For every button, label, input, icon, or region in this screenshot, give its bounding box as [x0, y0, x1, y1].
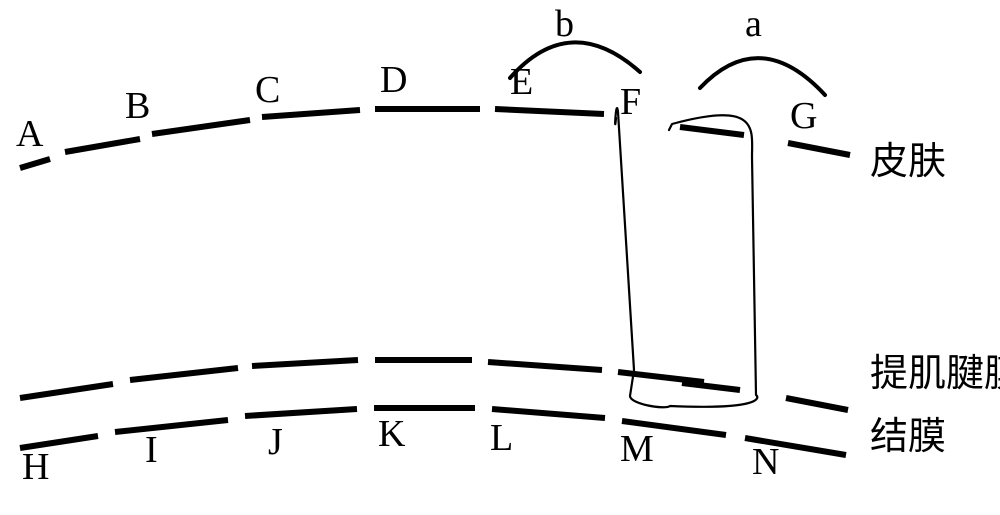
point-label-g: G	[790, 94, 817, 138]
layer-label-skin: 皮肤	[870, 130, 946, 185]
layer-segment-skin	[680, 127, 744, 135]
point-label-i: I	[145, 428, 158, 472]
point-label-j: J	[268, 420, 283, 464]
layer-segment-skin	[152, 120, 250, 134]
layer-segment-levator	[488, 362, 602, 370]
point-label-a: A	[16, 112, 43, 156]
layer-segment-skin	[495, 109, 604, 114]
arc-a	[700, 58, 825, 95]
layer-segment-levator	[252, 360, 358, 366]
layer-segment-skin	[65, 139, 140, 152]
arc-a-label: a	[745, 2, 762, 46]
layer-segment-skin	[788, 143, 850, 155]
layer-segment-skin	[20, 159, 50, 168]
layer-label-levator: 提肌腱膜	[870, 342, 1000, 397]
layer-segment-conjunctiva	[245, 409, 357, 416]
layer-segment-conjunctiva	[115, 420, 228, 432]
layer-segment-levator	[618, 372, 704, 382]
layer-segment-levator	[20, 384, 113, 398]
point-label-h: H	[22, 445, 49, 489]
point-label-d: D	[380, 58, 407, 102]
point-label-c: C	[255, 68, 280, 112]
point-label-m: M	[620, 427, 654, 471]
point-label-b: B	[125, 84, 150, 128]
layer-segment-levator	[786, 398, 848, 410]
layer-label-conjunctiva: 结膜	[870, 405, 946, 460]
diagram-canvas: A B C D E F G 皮肤提肌腱膜 H I J K L M N 结膜 b a	[0, 0, 1000, 515]
point-label-l: L	[490, 416, 513, 460]
point-label-k: K	[378, 412, 405, 456]
arc-b-label: b	[555, 2, 574, 46]
point-label-f: F	[620, 80, 641, 124]
point-label-e: E	[510, 60, 533, 104]
point-label-n: N	[752, 440, 779, 484]
needle-outline	[615, 108, 757, 407]
layer-segment-levator	[130, 368, 238, 380]
layer-segment-levator	[682, 383, 740, 390]
